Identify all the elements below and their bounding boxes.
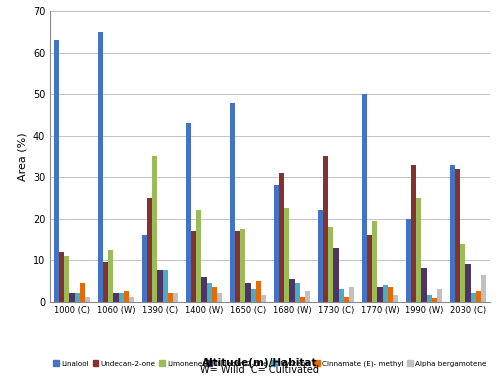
Bar <box>84 297 89 302</box>
Bar <box>348 287 354 302</box>
Bar <box>256 281 260 302</box>
Bar <box>54 40 60 302</box>
Bar <box>344 297 348 302</box>
Bar <box>250 289 256 302</box>
Bar <box>230 103 235 302</box>
Bar <box>470 293 476 302</box>
Bar <box>368 235 372 302</box>
Bar <box>128 297 134 302</box>
Bar <box>476 291 480 302</box>
Bar <box>216 293 222 302</box>
Bar <box>206 283 212 302</box>
Bar <box>162 271 168 302</box>
Bar <box>426 296 432 302</box>
Bar <box>304 291 310 302</box>
Bar <box>318 210 324 302</box>
Text: Altitude(m)/Habitat: Altitude(m)/Habitat <box>202 357 318 368</box>
Bar <box>466 264 470 302</box>
Bar <box>362 94 368 302</box>
Bar <box>192 231 196 302</box>
Text: W= Willd  C= Cultivated: W= Willd C= Cultivated <box>200 365 320 375</box>
Bar <box>436 289 442 302</box>
Bar <box>416 198 422 302</box>
Bar <box>406 219 412 302</box>
Bar <box>290 279 294 302</box>
Bar <box>300 297 304 302</box>
Bar <box>236 231 240 302</box>
Bar <box>382 285 388 302</box>
Bar <box>168 293 172 302</box>
Bar <box>246 283 250 302</box>
Bar <box>388 287 392 302</box>
Bar <box>70 293 74 302</box>
Bar <box>212 287 216 302</box>
Bar <box>152 156 158 302</box>
Bar <box>104 262 108 302</box>
Bar <box>64 256 70 302</box>
Bar <box>294 283 300 302</box>
Bar <box>98 32 103 302</box>
Y-axis label: Area (%): Area (%) <box>17 132 27 181</box>
Bar <box>456 169 460 302</box>
Bar <box>422 268 426 302</box>
Bar <box>118 293 124 302</box>
Bar <box>240 229 246 302</box>
Legend: Linalool, Undecan-2-one, Limonene, Tridecan-2-one, Myrcene, Cinnamate (E)- methy: Linalool, Undecan-2-one, Limonene, Tride… <box>54 360 486 367</box>
Bar <box>378 287 382 302</box>
Bar <box>108 250 114 302</box>
Bar <box>412 165 416 302</box>
Bar <box>260 296 266 302</box>
Bar <box>450 165 456 302</box>
Bar <box>80 283 84 302</box>
Bar <box>274 185 280 302</box>
Bar <box>158 271 162 302</box>
Bar <box>372 221 378 302</box>
Bar <box>432 298 436 302</box>
Bar <box>142 235 148 302</box>
Bar <box>324 156 328 302</box>
Bar <box>186 123 192 302</box>
Bar <box>148 198 152 302</box>
Bar <box>124 291 128 302</box>
Bar <box>338 289 344 302</box>
Bar <box>334 248 338 302</box>
Bar <box>328 227 334 302</box>
Bar <box>114 293 118 302</box>
Bar <box>392 296 398 302</box>
Bar <box>284 208 290 302</box>
Bar <box>460 244 466 302</box>
Bar <box>202 277 206 302</box>
Bar <box>172 293 178 302</box>
Bar <box>280 173 284 302</box>
Bar <box>196 210 202 302</box>
Bar <box>74 293 80 302</box>
Bar <box>60 252 64 302</box>
Bar <box>480 275 486 302</box>
